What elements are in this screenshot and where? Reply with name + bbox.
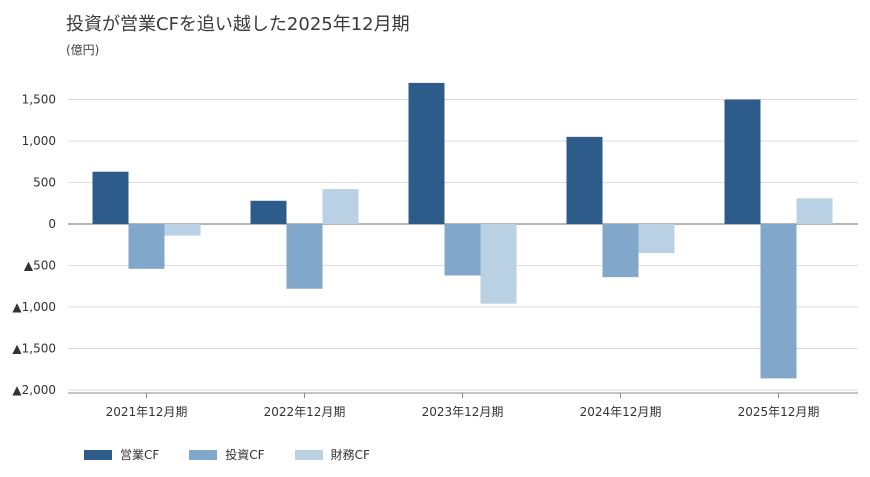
bar [322, 189, 359, 224]
legend-swatch [84, 449, 112, 460]
bar [638, 224, 675, 254]
bar [92, 171, 129, 224]
legend-label: 投資CF [225, 448, 265, 462]
unit-label: (億円) [66, 43, 100, 57]
y-tick-label: ▲500 [24, 259, 56, 273]
legend-item-operating-cf: 営業CF [84, 446, 159, 463]
legend-swatch [294, 449, 323, 460]
bar [760, 224, 797, 379]
bar [602, 224, 639, 278]
bar [444, 224, 481, 276]
y-tick-label: 0 [48, 217, 56, 231]
x-tick-label: 2021年12月期 [106, 405, 188, 419]
x-tick-label: 2022年12月期 [264, 405, 346, 419]
legend: 営業CF 投資CF 財務CF [84, 446, 370, 463]
x-tick-label: 2024年12月期 [580, 405, 662, 419]
bar [164, 224, 201, 236]
legend-label: 財務CF [330, 448, 370, 462]
legend-swatch [189, 449, 218, 460]
y-tick-label: 500 [33, 176, 56, 190]
y-tick-label: 1,000 [22, 134, 56, 148]
chart-title: 投資が営業CFを追い越した2025年12月期 [66, 14, 410, 35]
legend-item-financing-cf: 財務CF [294, 446, 370, 463]
x-tick-label: 2025年12月期 [738, 405, 820, 419]
y-tick-label: ▲1,000 [12, 300, 56, 314]
x-tick-label: 2023年12月期 [422, 405, 504, 419]
y-tick-label: 1,500 [22, 93, 56, 107]
bar [796, 198, 833, 224]
bar [480, 224, 517, 304]
bar [128, 224, 165, 269]
bar [724, 99, 761, 224]
bar [286, 224, 323, 289]
y-tick-label: ▲1,500 [12, 342, 56, 356]
bar [250, 200, 287, 224]
legend-item-investing-cf: 投資CF [189, 446, 265, 463]
y-tick-label: ▲2,000 [12, 383, 56, 397]
bar [566, 136, 603, 224]
legend-label: 営業CF [120, 448, 160, 462]
bar [408, 82, 445, 225]
